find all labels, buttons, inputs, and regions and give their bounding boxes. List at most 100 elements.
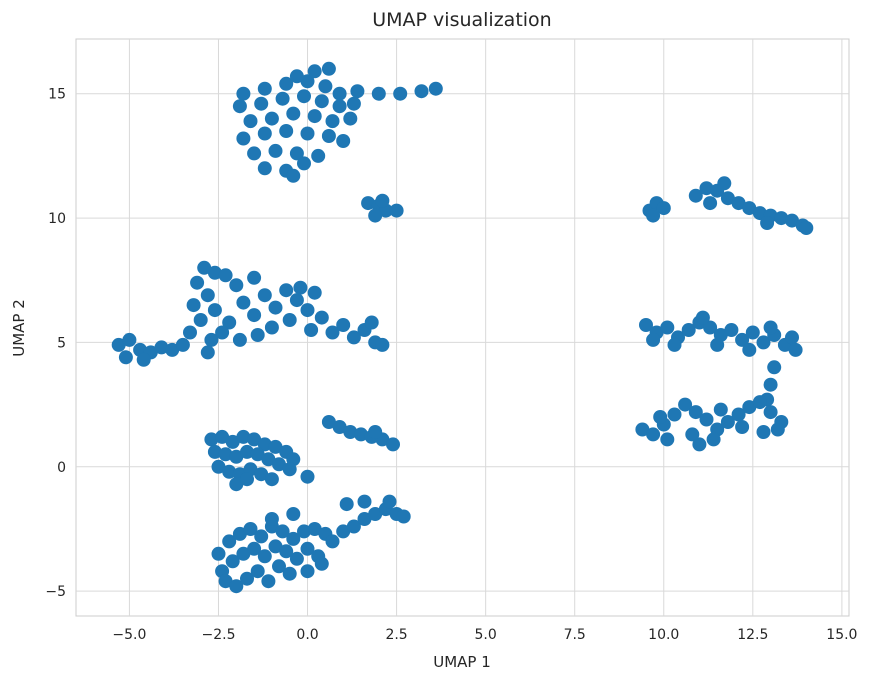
scatter-point (332, 99, 347, 114)
scatter-point (368, 507, 383, 521)
y-axis-label: UMAP 2 (10, 299, 28, 357)
scatter-point (275, 91, 290, 106)
scatter-point (300, 469, 315, 484)
scatter-point (742, 201, 757, 216)
scatter-point (336, 318, 351, 332)
scatter-point (247, 308, 262, 323)
scatter-point (332, 420, 347, 434)
scatter-point (229, 278, 244, 293)
scatter-point (122, 332, 137, 347)
scatter-point (257, 288, 272, 303)
plot-background (75, 38, 850, 617)
scatter-point (339, 497, 354, 512)
scatter-point (336, 524, 351, 539)
y-tick-labels: −5 0 5 10 15 (45, 87, 66, 600)
scatter-point (752, 206, 767, 221)
scatter-point (236, 295, 251, 310)
x-tick-label: 7.5 (564, 627, 586, 643)
scatter-point (211, 459, 226, 474)
scatter-point (225, 554, 240, 569)
scatter-point (297, 89, 311, 104)
scatter-point (735, 420, 750, 434)
scatter-point (300, 303, 315, 318)
scatter-point (346, 96, 361, 111)
scatter-point (282, 462, 297, 477)
scatter-point (635, 422, 650, 437)
scatter-point (282, 313, 297, 327)
scatter-point (250, 564, 265, 579)
x-tick-labels: −5.0 −2.5 0.0 2.5 5.0 7.5 10.0 12.5 15.0 (112, 627, 857, 643)
scatter-point (250, 447, 265, 462)
scatter-point (688, 405, 703, 420)
scatter-point (699, 412, 714, 427)
scatter-point (756, 335, 771, 350)
scatter-point (336, 134, 351, 148)
scatter-point (703, 320, 718, 335)
scatter-point (785, 330, 799, 345)
scatter-point (386, 437, 400, 452)
scatter-point (321, 129, 336, 143)
scatter-point (770, 422, 785, 437)
scatter-point (254, 467, 269, 482)
scatter-point (250, 328, 265, 342)
scatter-point (204, 332, 219, 347)
scatter-point (275, 524, 290, 539)
y-tick-label: 5 (57, 335, 66, 351)
scatter-point (300, 126, 315, 141)
scatter-point (785, 213, 799, 228)
scatter-point (354, 427, 368, 442)
scatter-point (247, 146, 262, 161)
scatter-point (268, 539, 283, 554)
scatter-point (229, 477, 244, 492)
scatter-point (646, 427, 661, 442)
scatter-point (703, 196, 718, 211)
scatter-point (236, 131, 251, 146)
scatter-point (731, 196, 746, 211)
scatter-point (225, 434, 240, 449)
scatter-point (222, 315, 237, 330)
scatter-point (699, 181, 714, 196)
scatter-point (218, 447, 233, 462)
scatter-point (279, 544, 294, 559)
x-tick-label: 2.5 (385, 627, 407, 643)
scatter-point (279, 124, 294, 138)
scatter-point (268, 143, 283, 158)
scatter-point (289, 551, 304, 566)
scatter-point (660, 320, 675, 335)
scatter-point (371, 86, 386, 101)
scatter-point (300, 74, 315, 89)
scatter-point (254, 529, 269, 544)
scatter-point (799, 221, 814, 235)
y-tick-label: −5 (45, 584, 66, 600)
scatter-point (286, 531, 301, 546)
scatter-point (763, 377, 778, 392)
scatter-point (257, 437, 272, 452)
scatter-point (261, 452, 276, 467)
scatter-point (268, 300, 283, 315)
scatter-point (361, 196, 376, 211)
y-tick-label: 10 (48, 211, 66, 227)
scatter-point (713, 402, 728, 417)
scatter-point (200, 345, 215, 360)
scatter-point (653, 410, 668, 424)
scatter-point (118, 350, 133, 365)
scatter-point (200, 288, 215, 303)
scatter-point (692, 437, 707, 452)
scatter-point (307, 285, 322, 300)
scatter-point (660, 432, 675, 447)
x-tick-label: 12.5 (737, 627, 768, 643)
scatter-point (646, 208, 661, 223)
scatter-point (207, 303, 222, 318)
scatter-point (763, 405, 778, 420)
scatter-point (307, 109, 322, 124)
scatter-point (667, 407, 682, 422)
scatter-point (767, 360, 782, 375)
scatter-point (314, 556, 329, 571)
scatter-point (232, 332, 247, 347)
scatter-point (282, 566, 297, 581)
scatter-point (154, 340, 169, 355)
scatter-point (368, 425, 383, 439)
scatter-point (314, 94, 329, 109)
scatter-point (695, 310, 710, 325)
